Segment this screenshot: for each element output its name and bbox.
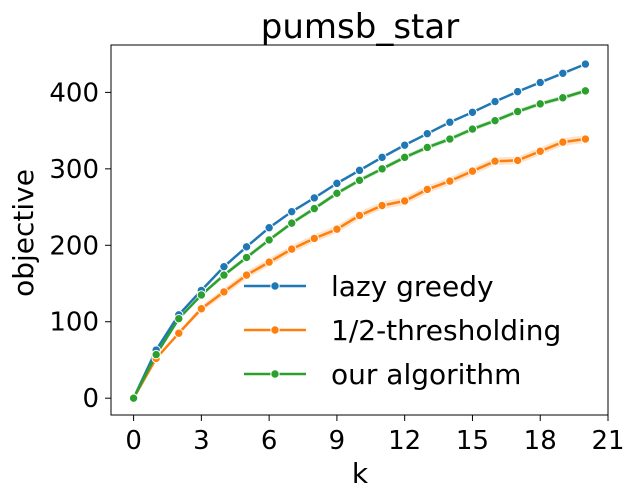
legend-label-1: 1/2-thresholding <box>331 314 561 347</box>
data-point <box>467 107 478 117</box>
legend-marker-0 <box>270 281 280 291</box>
x-tick-label: 9 <box>329 426 346 456</box>
data-point <box>580 59 591 69</box>
data-point <box>445 134 455 144</box>
x-tick-label: 0 <box>125 426 142 456</box>
data-point <box>309 233 320 244</box>
data-point <box>490 115 500 126</box>
data-point <box>377 200 387 211</box>
x-tick-label: 6 <box>261 426 278 456</box>
data-point <box>287 206 297 217</box>
data-point <box>241 270 252 280</box>
data-point <box>354 175 365 186</box>
data-point <box>219 270 229 280</box>
data-point <box>512 86 523 97</box>
data-point <box>422 142 432 153</box>
data-point <box>467 124 478 134</box>
x-axis-ticks: 0 3 6 9 12 15 18 21 <box>125 415 625 456</box>
data-point <box>535 99 545 109</box>
data-point <box>377 152 387 163</box>
data-point <box>399 140 410 150</box>
data-point <box>512 155 523 166</box>
y-tick-label: 100 <box>49 308 99 338</box>
data-point <box>580 134 591 144</box>
data-point <box>174 313 184 324</box>
data-point <box>558 68 568 78</box>
data-point <box>445 176 455 186</box>
data-point <box>399 196 410 206</box>
data-point <box>580 86 591 96</box>
plot-frame <box>110 44 609 416</box>
legend: lazy greedy 1/2-thresholding our algorithm <box>244 270 561 391</box>
data-point <box>422 184 432 195</box>
series-line-2 <box>132 89 586 399</box>
data-point <box>287 218 297 228</box>
y-tick-label: 200 <box>49 231 99 261</box>
data-point <box>174 328 184 338</box>
x-axis-label: k <box>352 457 369 490</box>
data-point <box>332 224 342 234</box>
chart-title: pumsb_star <box>261 7 459 47</box>
data-point <box>445 117 455 127</box>
data-point <box>151 349 161 360</box>
data-point <box>196 290 207 300</box>
data-point <box>558 137 568 147</box>
legend-label-0: lazy greedy <box>331 270 494 303</box>
legend-label-2: our algorithm <box>331 358 521 391</box>
series-band-2 <box>133 88 586 399</box>
data-point <box>422 128 432 139</box>
x-tick-label: 3 <box>193 426 210 456</box>
data-point <box>354 210 365 221</box>
data-point <box>399 152 410 163</box>
y-tick-label: 0 <box>82 384 99 414</box>
x-tick-label: 21 <box>591 426 624 456</box>
series-points <box>128 59 591 403</box>
data-point <box>241 242 252 252</box>
data-point <box>354 165 365 176</box>
data-point <box>241 252 252 263</box>
data-point <box>309 203 320 214</box>
data-point <box>287 244 297 254</box>
data-point <box>332 188 342 199</box>
data-point <box>128 393 139 403</box>
y-tick-label: 300 <box>49 155 99 185</box>
data-point <box>558 93 568 103</box>
y-tick-label: 400 <box>49 78 99 108</box>
y-axis-label: objective <box>7 169 40 297</box>
x-tick-label: 15 <box>456 426 489 456</box>
legend-marker-1 <box>270 325 280 335</box>
data-point <box>219 261 229 272</box>
data-point <box>332 178 342 189</box>
data-point <box>264 257 274 267</box>
confidence-bands <box>133 88 586 399</box>
data-point <box>535 77 545 88</box>
data-point <box>264 235 274 245</box>
data-point <box>264 223 274 233</box>
data-point <box>377 164 387 174</box>
data-point <box>467 166 478 176</box>
data-point <box>512 106 523 117</box>
data-point <box>219 287 229 297</box>
x-tick-label: 18 <box>524 426 557 456</box>
data-point <box>490 96 500 107</box>
legend-marker-2 <box>270 369 280 379</box>
data-point <box>535 146 545 156</box>
x-tick-label: 12 <box>388 426 421 456</box>
data-point <box>196 304 207 314</box>
data-point <box>490 156 500 166</box>
data-point <box>309 193 320 203</box>
y-axis-ticks: 0 100 200 300 400 <box>49 78 111 414</box>
